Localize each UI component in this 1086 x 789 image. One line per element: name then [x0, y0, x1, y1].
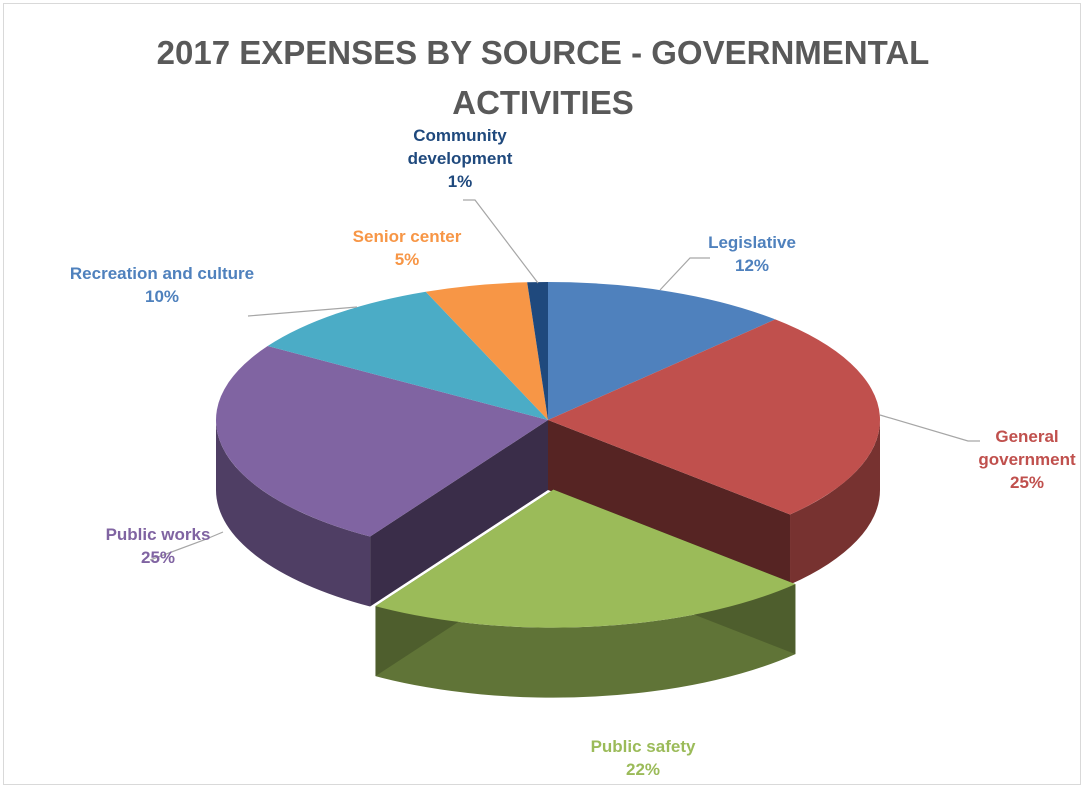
slice-label-1: General government 25% — [978, 427, 1076, 492]
gap-face-0 — [548, 420, 791, 585]
leader-line-4 — [247, 306, 358, 317]
slice-label-line: Recreation and culture — [70, 264, 254, 283]
slice-label-5: Senior center 5% — [353, 227, 462, 269]
leader-line-6 — [463, 199, 539, 284]
slice-label-6: Community development 1% — [408, 126, 513, 191]
slice-label-line: Community — [413, 126, 507, 145]
chart-title-line-2: ACTIVITIES — [452, 84, 634, 121]
slice-top-0 — [548, 282, 776, 420]
gap-face-1 — [370, 420, 548, 607]
leader-lines — [149, 199, 980, 561]
slice-label-2: Public safety 22% — [591, 737, 696, 779]
slice-label-line: development — [408, 149, 513, 168]
leader-line-1 — [879, 414, 980, 442]
slice-top-6 — [527, 282, 548, 420]
slice-top-5 — [425, 282, 548, 420]
slice-percent: 25% — [1010, 473, 1044, 492]
slice-label-4: Recreation and culture 10% — [70, 264, 254, 306]
slice-side-3 — [216, 420, 371, 607]
slice-label-line: Public safety — [591, 737, 696, 756]
slice-label-3: Public works 25% — [106, 525, 211, 567]
slice-label-0: Legislative 12% — [708, 233, 796, 275]
chart-frame — [3, 3, 1081, 785]
pie-tops — [216, 282, 881, 628]
slice-percent: 22% — [626, 760, 660, 779]
chart-title: 2017 EXPENSES BY SOURCE - GOVERNMENTAL A… — [0, 28, 1086, 128]
slice-top-3 — [216, 346, 548, 537]
leader-line-3 — [149, 531, 224, 561]
slice-side-2 — [375, 584, 796, 698]
slice-top-1 — [548, 319, 881, 515]
slice-label-line: General — [995, 427, 1058, 446]
slice-side-1 — [790, 420, 880, 585]
chart-title-line-1: 2017 EXPENSES BY SOURCE - GOVERNMENTAL — [156, 34, 930, 71]
slice-percent: 10% — [145, 287, 179, 306]
slice-label-line: government — [978, 450, 1076, 469]
slice-percent: 5% — [395, 250, 420, 269]
slice-top-4 — [267, 291, 548, 420]
slice-labels: Legislative 12%General government 25%Public… — [70, 126, 1076, 779]
slice-label-line: Public works — [106, 525, 211, 544]
slice-label-line: Senior center — [353, 227, 462, 246]
slice-top-2 — [375, 489, 796, 628]
slice-percent: 12% — [735, 256, 769, 275]
slice-label-line: Legislative — [708, 233, 796, 252]
leader-line-0 — [659, 257, 710, 291]
slice-percent: 25% — [141, 548, 175, 567]
slice-percent: 1% — [448, 172, 473, 191]
